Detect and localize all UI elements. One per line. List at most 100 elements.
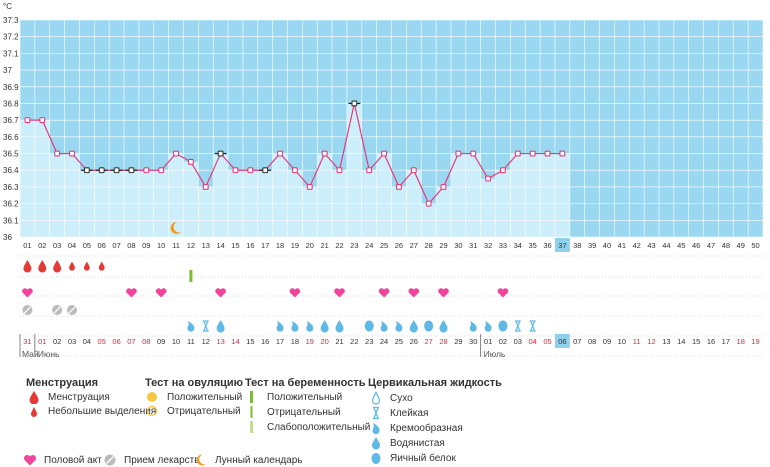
cycle-day-label: 50 bbox=[751, 241, 759, 250]
cycle-day-label: 03 bbox=[53, 241, 61, 250]
temperature-point bbox=[559, 150, 566, 157]
small-blood-drop-icon bbox=[26, 404, 42, 418]
temperature-point bbox=[529, 150, 536, 157]
egg-drop-icon bbox=[368, 451, 384, 465]
legend-intercourse: Половой акт bbox=[22, 453, 102, 467]
legend-item-label: Прием лекарств bbox=[124, 454, 200, 466]
hourglass-icon bbox=[529, 320, 536, 332]
moon-icon bbox=[170, 221, 182, 234]
creamy-drop-icon bbox=[368, 421, 384, 435]
hollow-circle-icon bbox=[145, 404, 161, 418]
temperature-column bbox=[465, 153, 481, 237]
cycle-day-label: 36 bbox=[543, 241, 551, 250]
temperature-point bbox=[247, 167, 254, 174]
water-drop-icon bbox=[320, 320, 329, 333]
creamy-drop-icon bbox=[380, 321, 388, 332]
temperature-point bbox=[440, 183, 447, 190]
date-label: 28 bbox=[439, 337, 447, 346]
temperature-column bbox=[183, 161, 199, 237]
date-label: 09 bbox=[157, 337, 165, 346]
date-label: 10 bbox=[172, 337, 180, 346]
cycle-day-label: 38 bbox=[573, 241, 581, 250]
date-label: 15 bbox=[246, 337, 254, 346]
date-label: 31 bbox=[23, 337, 31, 346]
temperature-point bbox=[128, 167, 135, 174]
small-blood-drop-icon bbox=[98, 261, 105, 271]
temperature-point bbox=[499, 167, 506, 174]
legend-pregnancy-weak: Слабоположительный bbox=[245, 420, 370, 434]
creamy-drop-icon bbox=[484, 321, 492, 332]
temperature-point bbox=[39, 117, 46, 124]
legend-ovulation-positive: Положительный bbox=[145, 390, 242, 404]
date-label: 16 bbox=[261, 337, 269, 346]
date-label: 03 bbox=[68, 337, 76, 346]
cycle-day-label: 18 bbox=[276, 241, 284, 250]
cycle-day-label: 45 bbox=[677, 241, 685, 250]
y-tick-label: 36.5 bbox=[3, 150, 19, 159]
date-label: 05 bbox=[543, 337, 551, 346]
date-label: 26 bbox=[410, 337, 418, 346]
cycle-day-label: 24 bbox=[365, 241, 373, 250]
bbt-chart: 36 36.1 36.2 36.3 36.4 36.5 36.6 36.7 36.8 36.9 37… bbox=[3, 2, 764, 359]
temperature-point bbox=[544, 150, 551, 157]
temperature-point bbox=[277, 150, 283, 157]
y-tick-label: 37.1 bbox=[3, 49, 19, 58]
temperature-point bbox=[113, 167, 120, 174]
temperature-point bbox=[202, 183, 209, 190]
temperature-point bbox=[306, 183, 313, 190]
egg-drop-icon bbox=[364, 320, 374, 332]
legend-item-label: Сухо bbox=[390, 392, 413, 404]
date-label: 06 bbox=[558, 337, 566, 346]
legend-item-label: Клейкая bbox=[390, 407, 429, 419]
cycle-day-label: 31 bbox=[469, 241, 477, 250]
water-drop-icon bbox=[368, 436, 384, 450]
y-tick-label: 37.2 bbox=[3, 33, 19, 42]
water-drop-icon bbox=[409, 320, 418, 333]
blood-drop-icon bbox=[23, 260, 32, 273]
date-label: 10 bbox=[618, 337, 626, 346]
legend-item-label: Менструация bbox=[48, 391, 110, 403]
heart-icon bbox=[289, 288, 301, 298]
legend-fluid-creamy: Кремообразная bbox=[368, 421, 463, 435]
cycle-day-label: 34 bbox=[514, 241, 522, 250]
heart-icon bbox=[215, 288, 226, 298]
date-label: 05 bbox=[98, 337, 106, 346]
egg-drop-icon bbox=[424, 320, 434, 332]
y-tick-label: 36.9 bbox=[3, 83, 19, 92]
temperature-point bbox=[173, 150, 179, 157]
cycle-day-label: 42 bbox=[633, 241, 641, 250]
heart-icon bbox=[497, 288, 509, 298]
date-label: 18 bbox=[737, 337, 745, 346]
date-label: 03 bbox=[514, 337, 522, 346]
pill-divider bbox=[23, 306, 32, 314]
cycle-day-label: 20 bbox=[306, 241, 314, 250]
solid-bar-icon bbox=[245, 390, 261, 404]
pale-bar-icon bbox=[245, 420, 261, 434]
date-label: 02 bbox=[53, 337, 61, 346]
blood-drop-icon bbox=[26, 390, 42, 404]
date-label: 07 bbox=[127, 337, 135, 346]
cycle-day-label: 13 bbox=[202, 241, 210, 250]
date-label: 08 bbox=[142, 337, 150, 346]
heart-icon bbox=[155, 288, 167, 298]
month-label: Май bbox=[22, 349, 39, 359]
y-tick-label: 36.6 bbox=[3, 133, 19, 142]
cycle-day-label: 49 bbox=[737, 241, 745, 250]
legend-pregnancy-positive: Положительный bbox=[245, 390, 342, 404]
date-label: 08 bbox=[588, 337, 596, 346]
date-label: 04 bbox=[528, 337, 536, 346]
temperature-point bbox=[410, 167, 417, 174]
temperature-point bbox=[262, 167, 269, 174]
temperature-point bbox=[455, 150, 462, 157]
temperature-column bbox=[450, 153, 466, 237]
today-date-highlight bbox=[554, 334, 570, 348]
cycle-day-label: 44 bbox=[662, 241, 670, 250]
legend-item-label: Яичный белок bbox=[390, 452, 456, 464]
temperature-column bbox=[272, 153, 288, 237]
creamy-drop-icon bbox=[469, 321, 477, 332]
cycle-day-label: 33 bbox=[499, 241, 507, 250]
heart-icon bbox=[22, 288, 33, 298]
date-label: 17 bbox=[276, 337, 284, 346]
cycle-day-label: 06 bbox=[98, 241, 106, 250]
